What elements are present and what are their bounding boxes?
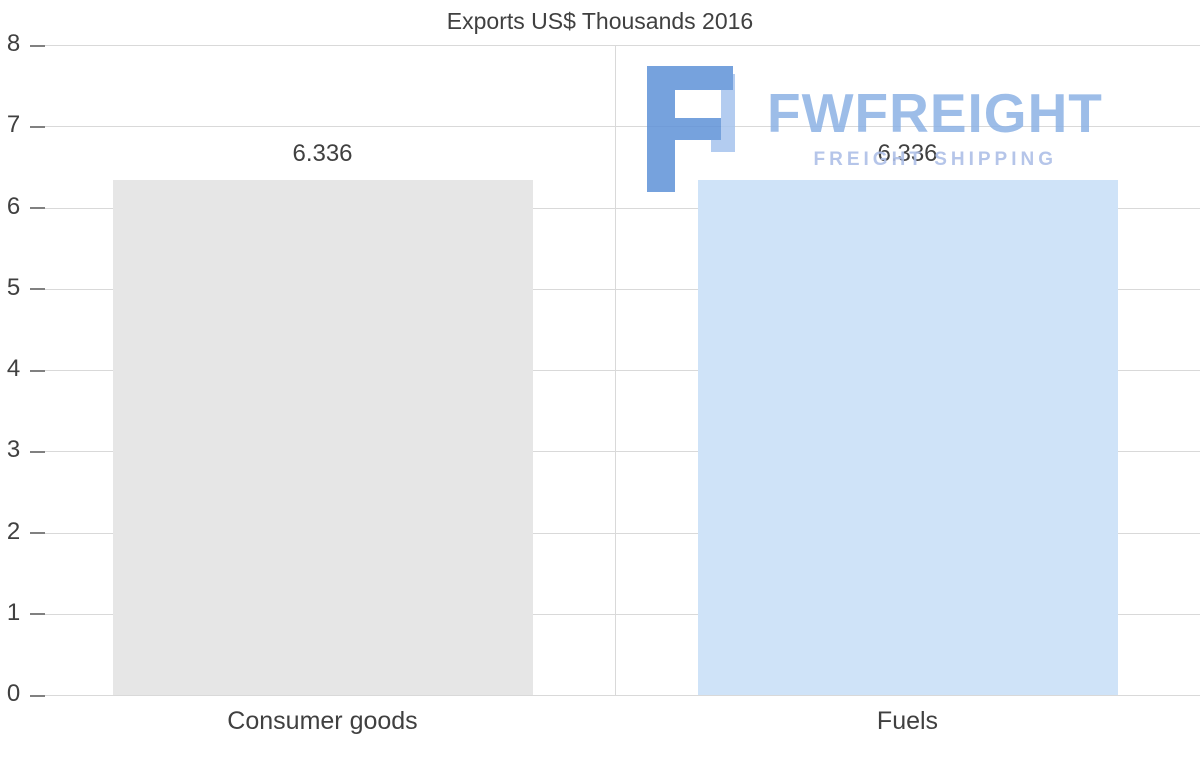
chart-title: Exports US$ Thousands 2016: [446, 8, 754, 34]
y-tick-label: 2: [6, 517, 21, 545]
y-tick-mark: [30, 125, 45, 128]
x-category-label: Fuels: [876, 707, 939, 735]
bar: [697, 180, 1118, 695]
gridline: [30, 695, 1200, 696]
y-tick-mark: [30, 44, 45, 47]
y-tick-label: 0: [6, 680, 21, 707]
bar-value-label: 6.336: [292, 140, 353, 168]
x-category-label: Consumer goods: [227, 707, 418, 735]
bar-value-label: 6.336: [877, 140, 938, 168]
y-tick-mark: [30, 694, 45, 697]
y-tick-mark: [30, 288, 45, 291]
plot-area: 6.336 6.336: [30, 44, 1200, 697]
y-tick-mark: [30, 207, 45, 209]
y-tick-label: 8: [6, 30, 21, 57]
y-tick-mark: [30, 532, 45, 534]
y-tick-label: 7: [6, 111, 21, 139]
y-tick-mark: [30, 613, 45, 616]
y-tick-label: 6: [6, 192, 21, 220]
vertical-gridline: [615, 45, 616, 695]
y-tick-label: 1: [6, 598, 21, 626]
y-tick-mark: [30, 369, 45, 372]
y-tick-label: 4: [6, 355, 21, 382]
y-tick-label: 3: [6, 436, 21, 464]
y-tick-mark: [30, 450, 45, 453]
bar: [112, 180, 533, 695]
y-tick-label: 5: [6, 273, 21, 301]
